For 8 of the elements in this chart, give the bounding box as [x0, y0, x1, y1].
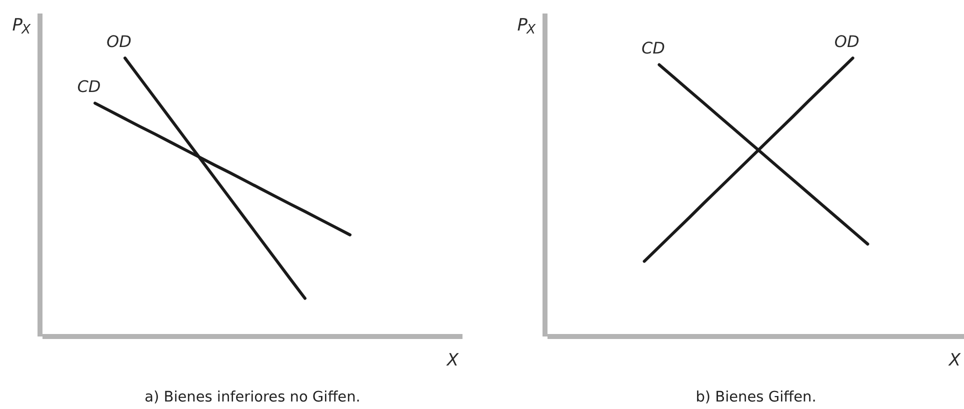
x-axis-title: X — [446, 350, 459, 370]
text: a) Bienes inferiores no Giffen. — [144, 390, 360, 406]
text: b) Bienes Giffen. — [696, 390, 816, 406]
series-label: CD — [77, 77, 101, 96]
x-axis-title: X — [948, 350, 961, 370]
series-label: OD — [834, 32, 860, 52]
series-label: OD — [106, 32, 132, 52]
series-label: CD — [641, 38, 665, 58]
